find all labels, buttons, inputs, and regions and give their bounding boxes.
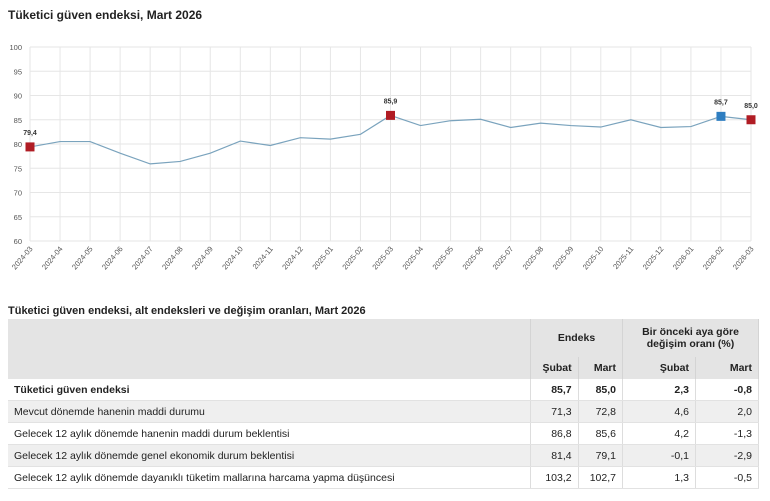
x-tick-label: 2025-12 — [641, 245, 666, 272]
row-value: 72,8 — [578, 400, 624, 423]
header-change: Bir önceki aya göre değişim oranı (%) — [622, 319, 759, 357]
x-tick-label: 2025-05 — [431, 245, 456, 272]
row-value: 2,3 — [622, 379, 696, 401]
row-value: 2,0 — [695, 400, 759, 423]
row-value: 86,8 — [530, 422, 579, 445]
y-tick-label: 95 — [14, 67, 22, 76]
y-tick-label: 75 — [14, 164, 22, 173]
x-tick-label: 2026-02 — [701, 245, 726, 272]
x-tick-label: 2025-08 — [521, 245, 546, 272]
data-point-marker — [25, 142, 35, 152]
x-tick-label: 2025-06 — [461, 245, 486, 272]
row-value: 4,2 — [622, 422, 696, 445]
row-value: 71,3 — [530, 400, 579, 423]
row-value: -2,9 — [695, 444, 759, 467]
x-tick-label: 2024-11 — [251, 245, 275, 271]
y-tick-label: 90 — [14, 92, 22, 101]
row-value: 85,7 — [530, 379, 579, 401]
header-label-cell — [8, 357, 531, 379]
chart-title: Tüketici güven endeksi, Mart 2026 — [8, 8, 203, 22]
y-tick-label: 65 — [14, 213, 22, 222]
data-point-marker — [716, 111, 726, 121]
data-point-marker — [386, 110, 395, 120]
row-value: 4,6 — [622, 400, 696, 423]
data-label: 85,7 — [714, 99, 728, 106]
header-mart-change: Mart — [695, 357, 759, 379]
x-tick-label: 2025-07 — [491, 245, 516, 272]
row-label: Mevcut dönemde hanenin maddi durumu — [8, 400, 531, 423]
header-mart: Mart — [578, 357, 624, 379]
x-tick-label: 2025-03 — [370, 245, 395, 272]
y-tick-label: 100 — [9, 43, 22, 52]
row-label: Gelecek 12 aylık dönemde genel ekonomik … — [8, 444, 531, 467]
y-tick-label: 60 — [14, 237, 22, 246]
x-tick-label: 2024-05 — [70, 245, 95, 272]
row-value: 103,2 — [530, 466, 579, 489]
table-title: Tüketici güven endeksi, alt endeksleri v… — [8, 305, 366, 317]
table-row: Gelecek 12 aylık dönemde dayanıklı tüket… — [8, 466, 759, 489]
x-tick-label: 2024-06 — [100, 245, 125, 272]
x-tick-label: 2024-03 — [10, 245, 35, 272]
table-row: Tüketici güven endeksi 85,7 85,0 2,3 -0,8 — [8, 379, 759, 401]
x-tick-label: 2024-07 — [130, 245, 155, 272]
header-endeks: Endeks — [530, 319, 623, 357]
row-value: -1,3 — [695, 422, 759, 445]
row-value: -0,5 — [695, 466, 759, 489]
data-point-marker — [746, 115, 756, 125]
table-row: Mevcut dönemde hanenin maddi durumu 71,3 7… — [8, 400, 759, 423]
row-value: 85,0 — [578, 379, 624, 401]
row-value: 1,3 — [622, 466, 696, 489]
data-label: 85,9 — [384, 98, 398, 105]
x-tick-label: 2024-09 — [190, 245, 215, 272]
row-value: -0,8 — [695, 379, 759, 401]
x-tick-label: 2025-09 — [551, 245, 576, 272]
x-tick-label: 2025-02 — [340, 245, 365, 272]
header-label-cell — [8, 319, 531, 357]
x-tick-label: 2024-04 — [40, 245, 65, 272]
data-label: 85,0 — [744, 103, 758, 110]
row-value: 85,6 — [578, 422, 624, 445]
x-tick-label: 2025-11 — [611, 245, 635, 271]
x-tick-label: 2025-10 — [581, 245, 606, 272]
line-chart: 60 65 70 75 80 85 90 95 100 2024-03 2024-04 2024-05… — [9, 43, 758, 272]
x-tick-label: 2026-01 — [671, 245, 696, 272]
table-row: Gelecek 12 aylık dönemde hanenin maddi d… — [8, 422, 759, 445]
header-subat: Şubat — [530, 357, 579, 379]
row-value: -0,1 — [622, 444, 696, 467]
header-subat-change: Şubat — [622, 357, 696, 379]
row-value: 79,1 — [578, 444, 624, 467]
row-label: Gelecek 12 aylık dönemde dayanıklı tüket… — [8, 466, 531, 489]
index-table: Endeks Bir önceki aya göre değişim oranı… — [8, 319, 759, 489]
y-tick-label: 80 — [14, 140, 22, 149]
x-tick-label: 2025-04 — [400, 245, 425, 272]
row-value: 102,7 — [578, 466, 624, 489]
y-tick-label: 85 — [14, 116, 22, 125]
table-row: Gelecek 12 aylık dönemde genel ekonomik … — [8, 444, 759, 467]
x-tick-label: 2024-10 — [220, 245, 245, 272]
x-tick-label: 2026-03 — [731, 245, 756, 272]
row-label: Gelecek 12 aylık dönemde hanenin maddi d… — [8, 422, 531, 445]
data-label: 79,4 — [23, 130, 37, 137]
row-label: Tüketici güven endeksi — [8, 379, 531, 401]
y-tick-label: 70 — [14, 189, 22, 198]
x-tick-label: 2024-08 — [160, 245, 185, 272]
x-tick-label: 2024-12 — [280, 245, 305, 272]
row-value: 81,4 — [530, 444, 579, 467]
x-tick-label: 2025-01 — [310, 245, 335, 272]
